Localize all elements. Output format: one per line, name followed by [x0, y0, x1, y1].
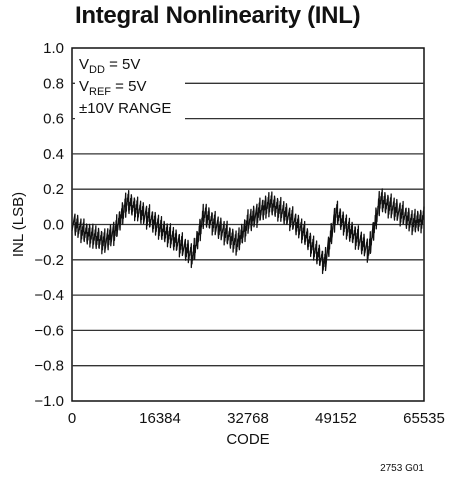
figure-id: 2753 G01 — [380, 463, 424, 474]
y-axis-label: INL (LSB) — [10, 192, 27, 257]
y-tick-label: 0.2 — [43, 181, 64, 198]
annotation-text: ±10V RANGE — [79, 100, 171, 117]
y-tick-label: 0.6 — [43, 111, 64, 128]
annotation-background — [75, 52, 185, 128]
y-tick-label: −1.0 — [34, 393, 64, 410]
y-tick-label: 0.4 — [43, 146, 64, 163]
x-tick-label: 49152 — [315, 410, 357, 427]
inl-series-line — [71, 188, 425, 275]
annotation-text: VREF = 5V — [79, 78, 146, 98]
x-axis-label: CODE — [226, 431, 269, 448]
y-tick-label: −0.6 — [34, 322, 64, 339]
chart-title: Integral Nonlinearity (INL) — [75, 2, 361, 29]
y-tick-label: 1.0 — [43, 40, 64, 57]
y-tick-label: −0.2 — [34, 252, 64, 269]
y-tick-label: 0.8 — [43, 75, 64, 92]
x-tick-label: 65535 — [403, 410, 445, 427]
y-tick-label: −0.8 — [34, 358, 64, 375]
y-tick-label: 0.0 — [43, 217, 64, 234]
y-tick-label: −0.4 — [34, 287, 64, 304]
annotation-text: VDD = 5V — [79, 56, 140, 76]
x-tick-label: 32768 — [227, 410, 269, 427]
x-tick-label: 16384 — [139, 410, 181, 427]
x-tick-label: 0 — [68, 410, 76, 427]
